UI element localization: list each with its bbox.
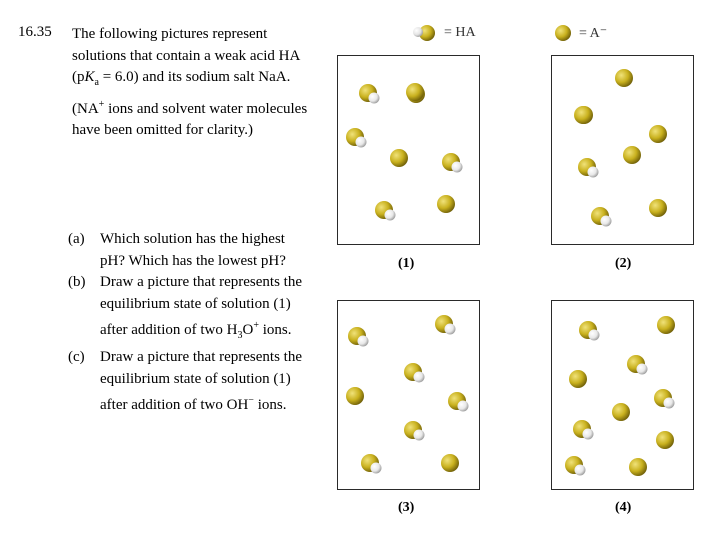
legend-a: = A⁻	[553, 23, 607, 43]
question-b-sup: +	[253, 320, 259, 332]
intro-part2: = 6.0) and its sodium salt NaA. (NA	[72, 69, 291, 117]
question-c-text-pre: Draw a picture that represents the equil…	[100, 348, 302, 414]
box-3-particles	[346, 315, 469, 474]
a-ion-sphere	[649, 199, 667, 217]
a-ion-sphere	[437, 195, 455, 213]
solution-box-4	[551, 300, 694, 490]
ha-hydrogen-sphere	[444, 323, 456, 335]
a-ion-sphere	[441, 454, 459, 472]
ha-hydrogen-sphere	[451, 161, 463, 173]
ha-hydrogen-sphere	[370, 462, 382, 474]
box-label-2: (2)	[615, 256, 632, 271]
box-label-3: (3)	[398, 500, 415, 515]
box-4-particles	[565, 316, 675, 476]
ha-hydrogen-sphere	[357, 335, 369, 347]
a-ion-icon	[555, 25, 571, 41]
question-text: Draw a picture that represents the equil…	[100, 347, 308, 417]
box-label-1: (1)	[398, 256, 415, 271]
ha-hydrogen-sphere	[636, 363, 648, 375]
problem-number: 16.35	[18, 24, 52, 40]
question-text: Draw a picture that represents the equil…	[100, 272, 308, 347]
a-ion-sphere	[623, 146, 641, 164]
solution-box-3	[337, 300, 480, 490]
question-b-mid: O	[242, 322, 254, 339]
ka-symbol: K	[84, 69, 95, 85]
a-ion-sphere	[649, 125, 667, 143]
ha-hydrogen-sphere	[574, 464, 586, 476]
intro-part3: ions and solvent water molecules have be…	[72, 100, 308, 139]
question-b-sub: 3	[237, 330, 243, 342]
question-c: (c) Draw a picture that represents the e…	[68, 347, 308, 417]
question-list: (a) Which solution has the highest pH? W…	[68, 229, 308, 417]
question-b-text-post: ions.	[258, 322, 292, 339]
a-ion-sphere	[406, 83, 424, 101]
question-b-text-pre: Draw a picture that represents the equil…	[100, 274, 302, 339]
ha-hydrogen-sphere	[588, 329, 600, 341]
a-ion-sphere	[612, 403, 630, 421]
ha-hydrogen-sphere	[413, 371, 425, 383]
ha-hydrogen-sphere	[582, 428, 594, 440]
a-ion-sphere	[575, 106, 593, 124]
legend-ha-label: = HA	[444, 25, 476, 40]
question-c-sup: −	[248, 395, 254, 407]
question-text: Which solution has the highest pH? Which…	[100, 231, 286, 269]
ha-hydrogen-sphere	[600, 215, 612, 227]
a-ion-sphere	[657, 316, 675, 334]
ka-subscript: a	[94, 77, 99, 88]
ha-hydrogen-sphere	[368, 92, 380, 104]
a-ion-sphere	[656, 431, 674, 449]
legend-ha: = HA	[412, 23, 476, 43]
a-ion-sphere	[390, 149, 408, 167]
question-c-text-post: ions.	[253, 397, 287, 414]
a-ion-sphere	[615, 69, 633, 87]
box-2-particles	[574, 69, 667, 227]
ha-hydrogen-sphere	[384, 209, 396, 221]
box-label-4: (4)	[615, 500, 632, 515]
a-ion-sphere	[629, 458, 647, 476]
ha-hydrogen-sphere	[413, 429, 425, 441]
solution-box-1	[337, 55, 480, 245]
ha-molecule-icon	[413, 25, 435, 41]
intro-part1: The following pictures represent solutio…	[72, 26, 300, 85]
intro-superscript: +	[98, 98, 105, 110]
question-label: (a)	[68, 231, 85, 247]
a-ion-sphere	[569, 370, 587, 388]
question-label: (c)	[68, 348, 85, 365]
question-label: (b)	[68, 274, 86, 291]
ha-hydrogen-sphere	[457, 400, 469, 412]
ha-hydrogen-sphere	[355, 136, 367, 148]
ha-hydrogen-sphere	[663, 397, 675, 409]
legend-a-label: = A⁻	[579, 25, 608, 41]
question-a: (a) Which solution has the highest pH? W…	[68, 229, 308, 272]
ha-hydrogen-sphere	[587, 166, 599, 178]
solution-box-2	[551, 55, 694, 245]
question-b: (b) Draw a picture that represents the e…	[68, 272, 308, 347]
box-1-particles	[346, 83, 463, 221]
problem-statement: The following pictures represent solutio…	[72, 24, 312, 142]
a-ion-sphere	[346, 387, 364, 405]
